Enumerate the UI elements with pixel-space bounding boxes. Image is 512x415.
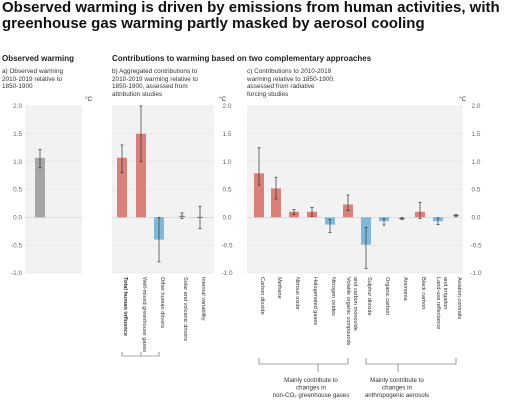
x-category-label: Solar and volcanic drivers	[182, 277, 188, 341]
bar	[271, 188, 281, 218]
bracket-label-aerosols: Mainly contribute to	[370, 377, 424, 384]
bracket-label-aerosols: anthropogenic aerosols	[365, 392, 429, 399]
panel-c-subtitle-line: forcing studies	[247, 90, 289, 98]
panel-a-subtitle: a) Observed warming 2010-2019 relative t…	[2, 68, 63, 91]
x-category-label: Carbon dioxide	[259, 277, 265, 315]
x-category-label: Volatile organic compounds	[345, 277, 351, 346]
y-tick-label: -0.5	[470, 242, 481, 249]
bracket-line	[365, 358, 457, 365]
y-tick-label: 1.5	[13, 131, 22, 138]
bracket-label-non-co2: non-CO₂ greenhouse gases	[273, 392, 350, 399]
y-tick-label: 0.5	[223, 187, 232, 194]
bracket-label-non-co2: changes in	[296, 385, 326, 392]
x-category-label: Internal variability	[200, 277, 206, 321]
y-tick-label: 0.0	[13, 215, 22, 222]
bracket-line	[121, 352, 160, 357]
panel-b-subtitle: b) Aggregated contributions to 2010-2019…	[112, 68, 198, 98]
x-category-label: Nitrous oxide	[294, 277, 300, 310]
bar	[136, 133, 146, 218]
x-category-label: and irrigation	[442, 277, 448, 309]
y-tick-label: -0.5	[11, 242, 22, 249]
y-tick-label: 2.0	[223, 103, 232, 110]
panel-b-subtitle-line: attribution studies	[112, 90, 163, 98]
x-category-label: Aviation contrails	[456, 277, 462, 319]
y-tick-label: 1.5	[472, 131, 481, 138]
x-category-label: Other human drivers	[159, 277, 165, 328]
y-tick-label: 0.0	[223, 215, 232, 222]
x-category-label: Sulphur dioxide	[366, 277, 372, 316]
x-category-label: Nitrogen oxides	[330, 277, 336, 316]
bracket-line	[258, 358, 349, 365]
y-tick-label: 1.0	[472, 159, 481, 166]
x-category-label: Organic carbon	[384, 277, 390, 315]
bar	[117, 157, 127, 218]
x-category-label: Land-use reflectance	[435, 277, 441, 329]
chart-title: Observed warming is driven by emissions …	[2, 0, 500, 32]
panel-c-subtitle-line: warming relative to 1850-1900,	[247, 75, 335, 83]
panel-bc-heading: Contributions to warming based on two co…	[112, 54, 372, 63]
panel-b-subtitle-line: 2010-2019 warming relative to	[112, 75, 198, 83]
panel-a-subtitle-line: a) Observed warming	[2, 68, 64, 75]
bar	[254, 173, 264, 218]
x-category-label: Halogenated gases	[312, 277, 318, 325]
y-tick-label: 1.5	[223, 131, 232, 138]
panel-a-subtitle-line: 1850-1900	[2, 83, 33, 91]
panel-b-subtitle-line: 1850-1900, assessed from	[112, 83, 188, 91]
bracket-label-aerosols: changes in	[382, 385, 412, 392]
panel-a-heading: Observed warming	[2, 54, 75, 63]
y-tick-label: -1.0	[11, 270, 22, 277]
x-category-label: Methane	[276, 277, 282, 299]
y-tick-label: 0.0	[472, 215, 481, 222]
y-tick-label: 0.5	[13, 187, 22, 194]
x-category-label: Black carbon	[420, 277, 426, 309]
panel-b-subtitle-line: b) Aggregated contributions to	[112, 68, 198, 75]
y-tick-label: 0.5	[472, 187, 481, 194]
bar	[35, 157, 45, 218]
x-category-label: Ammonia	[402, 277, 408, 302]
panel-a-subtitle-line: 2010-2019 relative to	[2, 75, 63, 83]
y-tick-label: -1.0	[221, 270, 232, 277]
y-tick-label: 1.0	[13, 159, 22, 166]
panel-b-unit: °C	[219, 96, 227, 103]
panel-c-subtitle: c) Contributions to 2010-2019 warming re…	[247, 68, 335, 98]
x-category-label: Total human influence	[122, 277, 128, 336]
y-tick-label: -1.0	[470, 270, 481, 277]
panel-c-subtitle-line: assessed from radiative	[247, 83, 315, 91]
y-tick-label: -0.5	[221, 242, 232, 249]
y-tick-label: 2.0	[472, 103, 481, 110]
x-category-label: Well-mixed greenhouse gases	[141, 277, 147, 352]
y-tick-label: 2.0	[13, 103, 22, 110]
panel-c-unit: °C	[459, 96, 467, 103]
panel-a-unit: °C	[85, 96, 93, 103]
y-tick-label: 1.0	[223, 159, 232, 166]
x-category-label: and carbon monoxide	[352, 277, 358, 331]
panel-c-subtitle-line: c) Contributions to 2010-2019	[247, 68, 332, 75]
bracket-label-non-co2: Mainly contribute to	[284, 377, 338, 384]
